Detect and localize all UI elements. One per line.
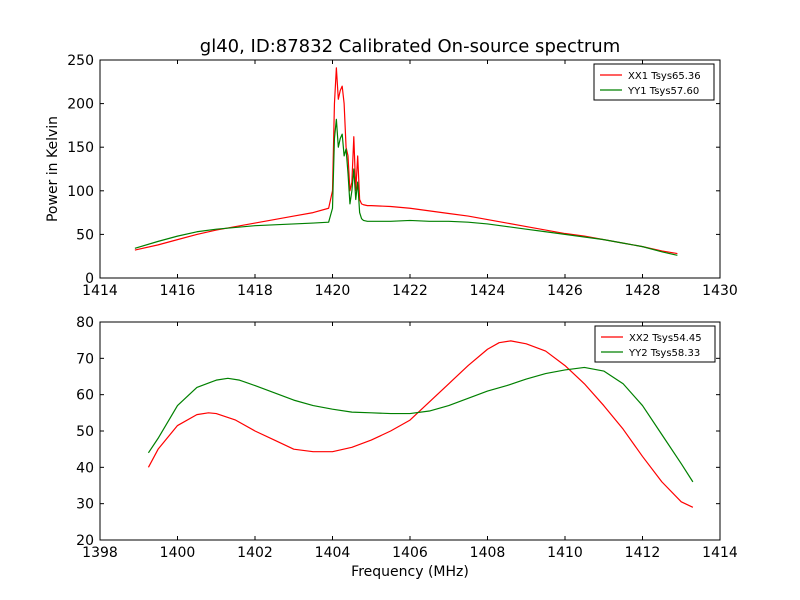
y-tick-label: 50 [76,424,94,440]
y-tick-label: 80 [76,315,94,331]
x-axis-label: Frequency (MHz) [351,564,469,580]
x-tick-label: 1424 [470,283,506,299]
x-tick-label: 1400 [160,545,196,561]
bottom-axes: 1398 1400 1402 1404 1406 1408 1410 1412 1414 20 30… [76,315,738,561]
series-line-2 [134,118,678,256]
bottom-subplot: 1398 1400 1402 1404 1406 1408 1410 1412 1414 20 30… [76,315,738,580]
series-line-2 [147,366,694,483]
legend-label: XX1 Tsys65.36 [628,71,701,82]
top-subplot: gl40, ID:87832 Calibrated On-source spec… [45,36,738,299]
legend-label: XX2 Tsys54.45 [629,333,702,344]
top-legend: XX1 Tsys65.36 YY1 Tsys57.60 [593,63,715,101]
x-tick-label: 1416 [160,283,196,299]
legend-box [593,63,715,101]
y-tick-label: 150 [67,140,94,156]
x-tick-label: 1412 [625,545,661,561]
y-tick-label: 60 [76,388,94,404]
top-axes: 1414 1416 1418 1420 1422 1424 1426 1428 1430 0 50 1… [67,53,738,299]
y-tick-label: 70 [76,351,94,367]
y-tick-label: 100 [67,184,94,200]
y-tick-label: 20 [76,533,94,549]
x-tick-label: 1402 [237,545,273,561]
x-tick-label: 1430 [702,283,738,299]
x-tick-label: 1410 [547,545,583,561]
x-tick-label: 1408 [470,545,506,561]
x-tick-label: 1404 [315,545,351,561]
x-tick-label: 1414 [702,545,738,561]
x-tick-label: 1422 [392,283,428,299]
y-tick-label: 30 [76,497,94,513]
x-tick-label: 1420 [315,283,351,299]
x-tick-label: 1428 [625,283,661,299]
series-line-1 [147,340,694,508]
chart-title: gl40, ID:87832 Calibrated On-source spec… [200,36,620,57]
x-tick-label: 1414 [82,283,118,299]
bottom-legend: XX2 Tsys54.45 YY2 Tsys58.33 [594,325,716,363]
y-tick-label: 200 [67,97,94,113]
legend-box [594,325,716,363]
legend-label: YY1 Tsys57.60 [627,86,699,97]
x-tick-label: 1426 [547,283,583,299]
series-line-1 [134,67,678,255]
x-tick-label: 1418 [237,283,273,299]
legend-label: YY2 Tsys58.33 [628,348,700,359]
y-tick-label: 250 [67,53,94,69]
y-tick-label: 50 [76,227,94,243]
y-axis-label: Power in Kelvin [45,116,61,222]
x-tick-label: 1406 [392,545,428,561]
x-tick-label: 1398 [82,545,118,561]
y-tick-label: 0 [85,271,94,287]
y-tick-label: 40 [76,460,94,476]
